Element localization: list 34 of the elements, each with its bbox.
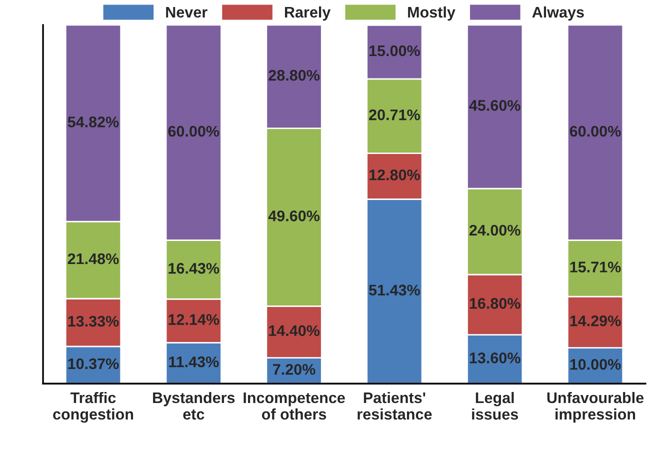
legend-label: Never [166,6,208,18]
data-label: 10.00% [570,358,621,370]
x-tick-label: Traffic congestion [53,392,134,423]
data-label: 16.80% [470,298,520,309]
data-label: 13.33% [68,316,119,327]
data-label: 11.43% [169,356,219,368]
data-label: 15.00% [369,45,420,56]
x-tick-label: Patients' resistance [358,392,432,420]
data-label: 20.71% [369,109,420,120]
data-label: 15.71% [570,262,621,272]
data-label: 49.60% [268,210,320,222]
legend-label: Rarely [284,6,331,21]
x-tick-label: Legal issues [472,392,518,420]
legend-label: Mostly [408,6,456,21]
data-label: 54.82% [68,116,119,128]
data-label: 13.60% [470,352,520,364]
data-label: 14.40% [269,325,320,336]
x-tick-label: Incompetence of others [244,392,345,420]
x-tick-label: Unfavourable impression [547,392,644,423]
data-label: 28.80% [268,70,320,81]
data-label: 7.20% [273,364,316,375]
data-label: 60.00% [570,126,621,137]
legend-label: Always [532,6,584,21]
data-label: 14.29% [570,315,621,326]
data-label: 24.00% [469,224,520,236]
data-label: 16.43% [168,262,220,274]
data-label: 12.80% [369,170,420,180]
data-label: 21.48% [68,253,119,264]
data-label: 10.37% [68,358,119,370]
data-label: 51.43% [369,284,420,296]
data-label: 60.00% [168,126,220,137]
data-label: 45.60% [469,100,520,111]
x-tick-label: Bystanders etc [153,392,235,420]
data-label: 12.14% [168,314,220,325]
